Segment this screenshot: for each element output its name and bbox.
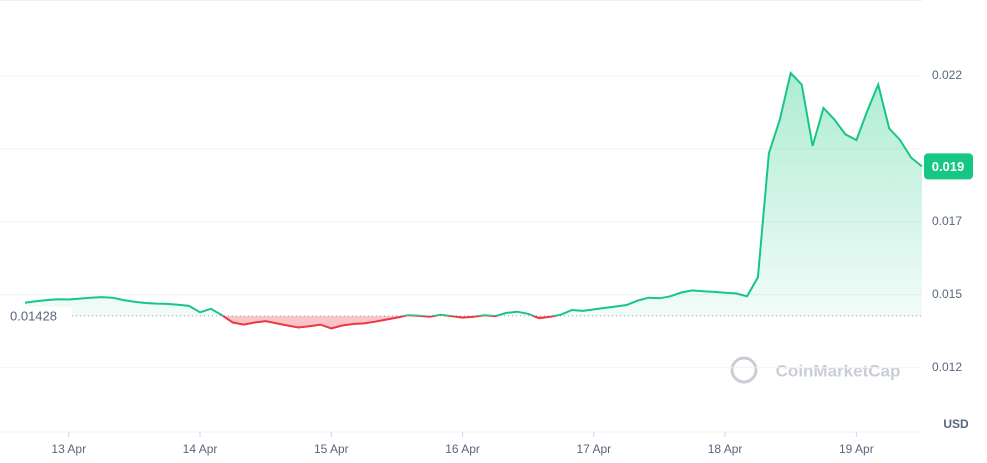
line-below bbox=[220, 315, 561, 330]
last-price-tag bbox=[924, 153, 973, 180]
watermark-logo bbox=[730, 356, 758, 384]
area-above bbox=[25, 73, 922, 316]
x-tick-label: 18 Apr bbox=[708, 442, 743, 456]
x-tick-label: 13 Apr bbox=[51, 442, 86, 456]
x-tick-label: 14 Apr bbox=[183, 442, 218, 456]
x-tick-label: 19 Apr bbox=[839, 442, 874, 456]
currency: USD bbox=[943, 417, 969, 431]
baseline-label-bg bbox=[0, 306, 72, 325]
y-tick-label: 0.012 bbox=[932, 360, 962, 374]
y-tick-label: 0.015 bbox=[932, 287, 962, 301]
baseline-label: 0.01428 bbox=[10, 308, 57, 323]
x-tick-label: 15 Apr bbox=[314, 442, 349, 456]
x-tick-label: 16 Apr bbox=[445, 442, 480, 456]
line-above bbox=[24, 70, 923, 316]
last-price-label: 0.019 bbox=[932, 159, 965, 174]
y-tick-label: 0.017 bbox=[932, 214, 962, 228]
y-tick-label: 0.022 bbox=[932, 68, 962, 82]
area-below bbox=[222, 315, 555, 329]
x-tick-label: 17 Apr bbox=[576, 442, 611, 456]
watermark: CoinMarketCap bbox=[776, 361, 901, 380]
